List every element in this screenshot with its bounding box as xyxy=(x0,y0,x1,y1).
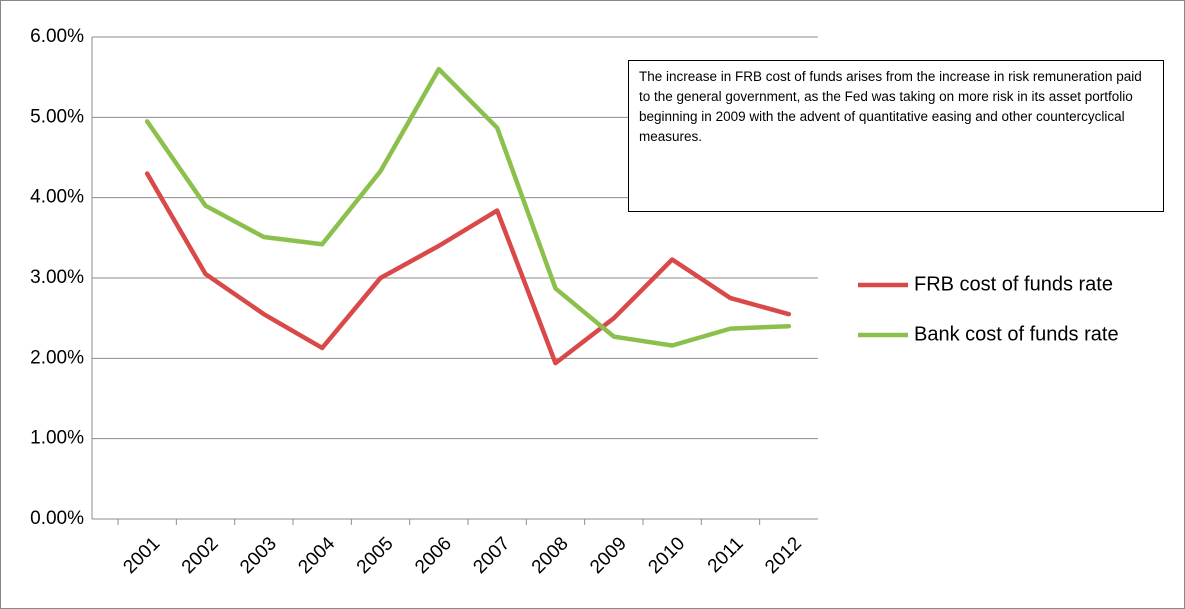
y-tick-label: 2.00% xyxy=(30,347,84,368)
legend-label: Bank cost of funds rate xyxy=(914,323,1119,345)
legend-label: FRB cost of funds rate xyxy=(914,273,1113,295)
annotation: The increase in FRB cost of funds arises… xyxy=(628,60,1164,212)
y-tick-label: 6.00% xyxy=(30,26,84,47)
y-tick-label: 3.00% xyxy=(30,267,84,288)
series-line xyxy=(144,171,792,366)
y-tick-label: 4.00% xyxy=(30,187,84,208)
y-tick-label: 1.00% xyxy=(30,428,84,449)
annotation-box: The increase in FRB cost of funds arises… xyxy=(628,60,1164,212)
y-tick-label: 0.00% xyxy=(30,508,84,529)
series-line xyxy=(144,66,792,348)
y-tick-label: 5.00% xyxy=(30,106,84,127)
